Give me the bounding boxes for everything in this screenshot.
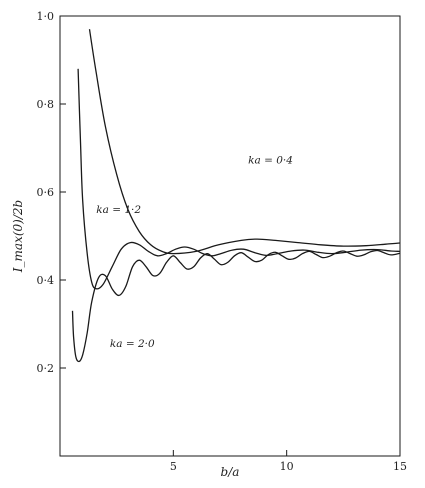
- y-axis-label: I_max(0)/2b: [11, 200, 25, 273]
- x-axis-label: b/a: [221, 465, 240, 479]
- y-tick-label: 0·8: [37, 98, 55, 111]
- y-tick-label: 0·4: [37, 274, 55, 287]
- curve-ka-2-0: [71, 249, 401, 363]
- curve-ka-1-2-label: ka = 1·2: [96, 204, 141, 216]
- y-tick-label: 1·0: [37, 10, 55, 23]
- curve-ka-0-4: [88, 29, 401, 255]
- y-tick-label: 0·6: [37, 186, 55, 199]
- x-tick-label: 15: [393, 460, 407, 473]
- x-tick-label: 10: [280, 460, 294, 473]
- curves-group: [71, 29, 401, 363]
- curve-ka-1-2: [77, 68, 401, 290]
- axis-ticks: 5 10 15 0·2 0·4 0·6 0·8 1·0: [37, 10, 408, 473]
- labels-group: ka = 0·4 ka = 1·2 ka = 2·0: [96, 154, 293, 349]
- y-tick-label: 0·2: [37, 362, 55, 375]
- x-tick-label: 5: [170, 460, 177, 473]
- plot-frame: [59, 15, 401, 457]
- curve-ka-2-0-label: ka = 2·0: [110, 338, 155, 350]
- curve-ka-0-4-label: ka = 0·4: [248, 154, 293, 166]
